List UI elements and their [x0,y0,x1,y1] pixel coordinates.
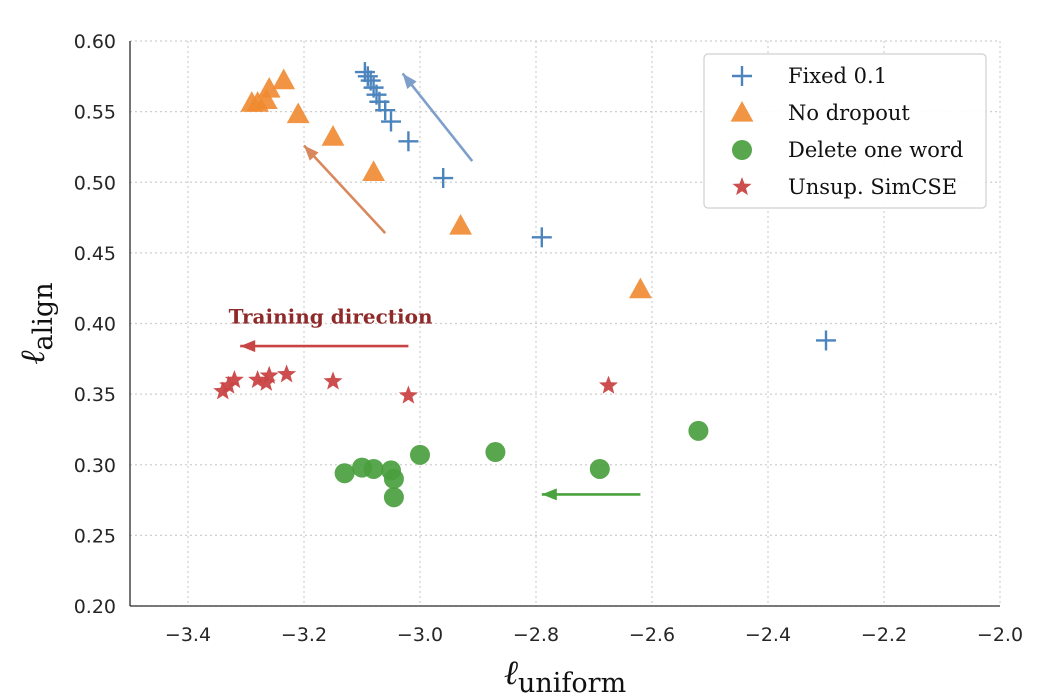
x-axis-title-main: ℓ [504,653,518,693]
plus-point [357,66,378,87]
circle-point [352,457,372,478]
legend-item: Delete one word [732,138,963,162]
circle-point [334,463,355,484]
direction-arrow [240,340,409,353]
legend-item: No dropout [730,101,910,125]
star-point [398,385,418,404]
y-tick-label: 0.25 [74,525,116,547]
triangle-point [321,125,345,146]
star-point [219,375,239,394]
legend-marker [732,66,752,86]
legend-marker [732,140,752,160]
series-delete-one-word [334,420,709,508]
triangle-point [449,214,472,235]
y-tick-label: 0.60 [74,31,116,53]
star-point [213,381,233,400]
y-tick-label: 0.20 [74,596,116,618]
triangle-point [272,68,296,90]
star-point [598,375,619,394]
direction-arrow [303,144,387,234]
y-tick-label: 0.35 [74,384,116,406]
ticks: −3.4 −3.2 −3.0 −2.8 −2.6 −2.4 −2.2 −2.0 0.20 0.25… [74,31,1023,646]
circle-point [589,458,610,479]
x-tick-label: −2.6 [629,624,675,646]
y-tick-label: 0.50 [74,172,116,194]
star-point [224,370,244,389]
circle-point [410,444,430,465]
series-unsup-simcse [213,364,619,404]
y-axis-title-main: ℓ [13,350,53,364]
star-point [277,364,297,383]
arrow-head [240,340,256,353]
legend-label: Delete one word [788,138,963,162]
x-axis-title-sub: uniform [518,668,626,696]
plus-point [381,111,401,132]
star-point [248,370,268,389]
legend-item: Fixed 0.1 [732,64,887,88]
triangle-point [257,77,281,98]
arrow-shaft [303,144,387,234]
grid [130,40,1001,607]
series-no-dropout [240,68,652,299]
legend-label: Fixed 0.1 [788,64,887,88]
series-fixed-0-1 [354,62,836,351]
star-point [259,365,279,384]
triangle-point [362,160,385,182]
legend: Fixed 0.1 No dropout Delete one word Unsup.… [703,53,987,209]
axes [129,41,1000,607]
plus-point [398,131,419,152]
legend-marker [730,101,754,122]
arrow-shaft [401,72,474,162]
legend-box [703,53,987,209]
y-axis-title-sub: align [28,282,59,350]
y-axis-title: ℓalign [13,282,59,364]
data-points [213,62,836,508]
circle-point [688,420,709,441]
arrow-head [304,145,319,161]
y-tick-label: 0.55 [74,102,116,124]
x-tick-label: −2.0 [977,624,1023,646]
x-tick-label: −3.4 [165,624,211,646]
circle-point [485,442,506,463]
direction-arrow [541,488,641,501]
circle-point [383,487,404,508]
x-axis-title: ℓuniform [504,653,626,696]
arrow-head [541,488,557,501]
plus-point [354,62,375,83]
triangle-point [240,91,264,112]
legend-item: Unsup. SimCSE [732,175,957,199]
star-point [323,371,343,390]
legend-marker [732,177,752,196]
triangle-point [629,277,652,299]
triangle-point [286,102,310,124]
legend-label: No dropout [788,101,910,125]
x-tick-label: −3.0 [397,624,443,646]
y-tick-label: 0.30 [74,455,116,477]
direction-arrow [401,72,474,162]
x-tick-label: −2.4 [745,624,791,646]
plus-point [531,227,552,248]
circle-point [381,460,401,481]
arrow-head [402,73,417,89]
plus-point [433,168,454,189]
direction-arrows: Training direction [229,72,641,501]
training-direction-label: Training direction [229,305,433,329]
y-tick-label: 0.45 [74,243,116,265]
x-tick-label: −3.2 [281,624,327,646]
plus-point [816,330,836,351]
x-tick-label: −2.8 [513,624,559,646]
x-tick-label: −2.2 [861,624,907,646]
star-point [256,372,276,391]
legend-label: Unsup. SimCSE [788,175,957,199]
y-tick-label: 0.40 [74,314,116,336]
